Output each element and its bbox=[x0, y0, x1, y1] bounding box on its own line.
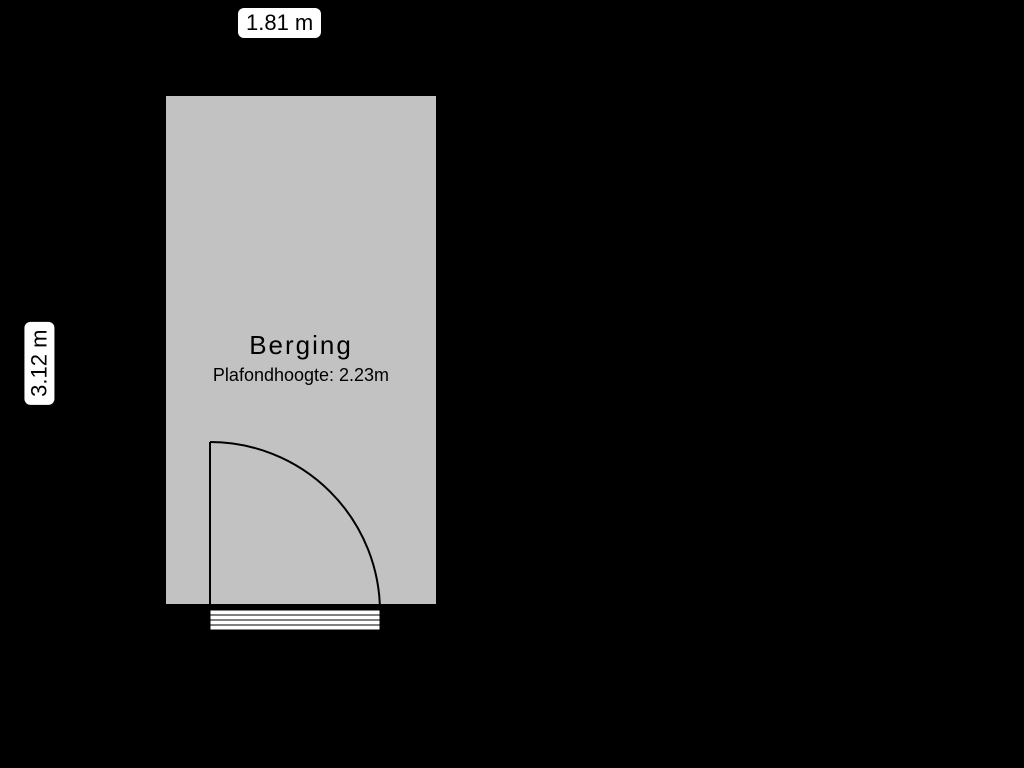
floorplan-svg bbox=[0, 0, 1024, 768]
room-name-label: Berging bbox=[160, 330, 442, 361]
floorplan-canvas: 1.81 m 3.12 m Berging Plafondhoogte: 2.2… bbox=[0, 0, 1024, 768]
door-threshold bbox=[210, 610, 380, 630]
room-ceiling-height-label: Plafondhoogte: 2.23m bbox=[160, 365, 442, 386]
dimension-width-label: 1.81 m bbox=[238, 8, 321, 38]
dimension-height-label: 3.12 m bbox=[24, 322, 54, 405]
